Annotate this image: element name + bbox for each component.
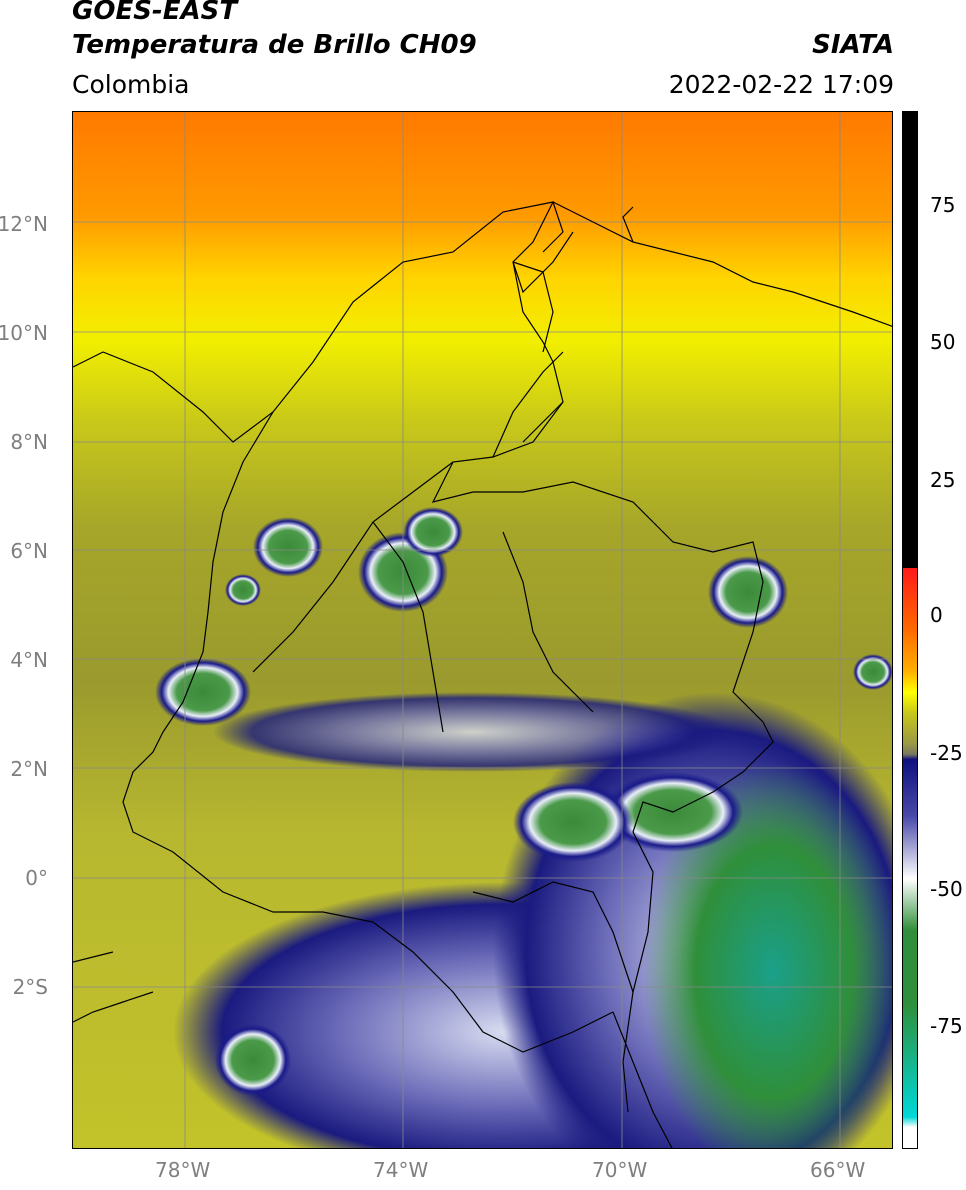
lat-label: 0° — [25, 866, 48, 890]
cold-top-9 — [215, 1024, 291, 1096]
colorbar-tick: -75 — [930, 1014, 963, 1038]
product-title: Temperatura de Brillo CH09 — [72, 30, 477, 60]
cold-top-east — [643, 762, 892, 1148]
colorbar-tick: -50 — [930, 877, 963, 901]
colorbar-tick: 25 — [930, 468, 956, 492]
colorbar-tick: 75 — [930, 193, 956, 217]
colorbar-tick: -25 — [930, 741, 963, 765]
satellite-title: GOES-EAST — [72, 0, 238, 26]
cold-top-3 — [708, 556, 788, 628]
lat-label: 4°N — [10, 648, 48, 672]
cold-top-7 — [403, 507, 463, 557]
map-layers — [73, 112, 892, 1148]
satellite-map[interactable] — [72, 111, 893, 1149]
lon-label: 70°W — [592, 1158, 648, 1182]
lat-label: 2°N — [10, 757, 48, 781]
cold-top-2 — [513, 782, 633, 862]
datetime-label: 2022-02-22 17:09 — [668, 70, 894, 99]
borders — [73, 201, 892, 1148]
cold-top-4 — [253, 517, 323, 577]
lat-label: 12°N — [0, 212, 48, 236]
agency-label: SIATA — [812, 30, 894, 60]
lon-label: 66°W — [810, 1158, 866, 1182]
lat-label: 6°N — [10, 539, 48, 563]
colorbar-tick: 0 — [930, 603, 943, 627]
cold-top-10 — [853, 654, 892, 690]
colorbar-tick: 50 — [930, 330, 956, 354]
region-label: Colombia — [72, 70, 190, 99]
lat-label: 8°N — [10, 430, 48, 454]
graticule — [73, 112, 892, 1148]
cloud-line-mid — [213, 692, 733, 772]
cold-top-5 — [225, 574, 261, 606]
lon-label: 74°W — [373, 1158, 429, 1182]
lat-label: 2°S — [12, 975, 48, 999]
cold-top-8 — [155, 658, 251, 726]
lat-label: 10°N — [0, 321, 48, 345]
lon-label: 78°W — [155, 1158, 211, 1182]
colorbar — [902, 111, 918, 1149]
